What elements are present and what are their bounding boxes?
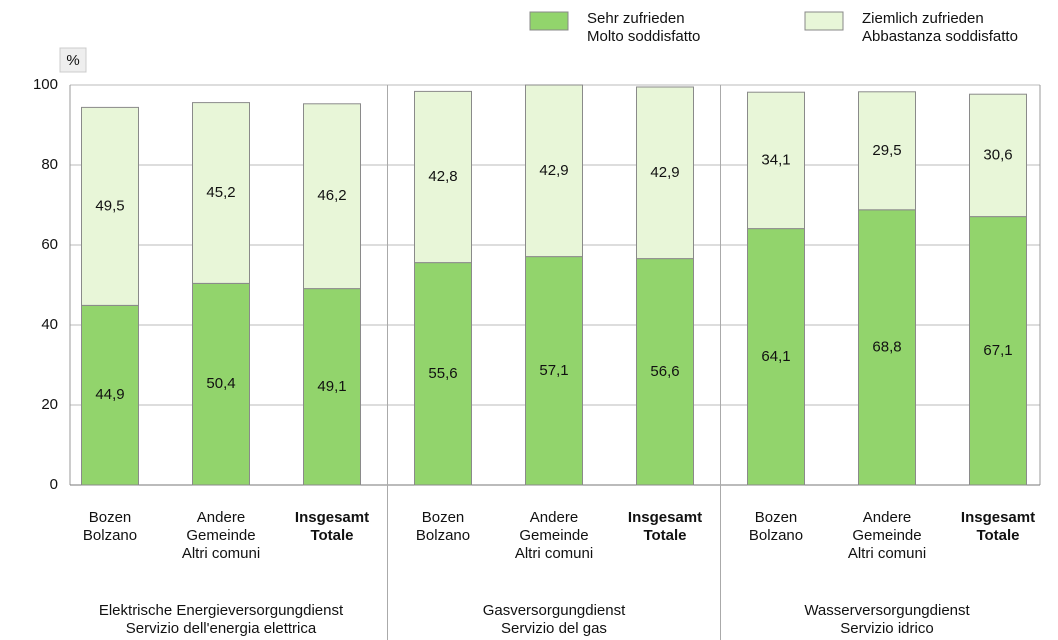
value-label: 30,6 — [983, 146, 1012, 163]
value-label: 46,2 — [317, 187, 346, 204]
x-tick-label: Insgesamt Totale — [294, 509, 370, 544]
bar-segment — [858, 91, 916, 211]
bar-segment — [303, 288, 361, 486]
bar-segment — [747, 91, 805, 230]
bar-segment — [192, 102, 250, 284]
bar-segment — [636, 258, 694, 486]
y-tick-label: 40 — [41, 316, 58, 333]
bar-segment — [525, 256, 583, 486]
legend-label: Ziemlich zufrieden Abbastanza soddisfatt… — [862, 10, 1018, 45]
bar-segment — [414, 90, 472, 264]
value-label: 42,9 — [539, 162, 568, 179]
x-tick-label: Insgesamt Totale — [627, 509, 703, 544]
x-tick-label: Bozen Bolzano — [415, 509, 471, 544]
value-label: 49,5 — [95, 197, 124, 214]
value-label: 55,6 — [428, 365, 457, 382]
value-label: 45,2 — [206, 184, 235, 201]
value-label: 42,8 — [428, 168, 457, 185]
group-label: Wasserversorgungdienst Servizio idrico — [804, 602, 970, 637]
bar-segment — [192, 282, 250, 486]
value-label: 29,5 — [872, 142, 901, 159]
y-tick-label: 60 — [41, 236, 58, 253]
bar-segment — [81, 106, 139, 306]
y-tick-label: 0 — [50, 476, 58, 493]
group-label: Elektrische Energieversorgungdienst Serv… — [98, 602, 344, 637]
bar-segment — [747, 228, 805, 486]
value-label: 44,9 — [95, 386, 124, 403]
y-label-box — [59, 47, 87, 73]
x-tick-label: Andere Gemeinde Altri comuni — [514, 509, 594, 562]
bar-segment — [414, 262, 472, 486]
value-label: 42,9 — [650, 164, 679, 181]
y-tick-label: 80 — [41, 156, 58, 173]
x-tick-label: Andere Gemeinde Altri comuni — [847, 509, 927, 562]
bar-segment — [858, 209, 916, 486]
bar-segment — [303, 103, 361, 290]
value-label: 68,8 — [872, 338, 901, 355]
value-label: 50,4 — [206, 375, 235, 392]
bar-segment — [81, 304, 139, 486]
legend-label: Sehr zufrieden Molto soddisfatto — [587, 10, 701, 45]
value-label: 67,1 — [983, 342, 1012, 359]
value-label: 49,1 — [317, 378, 346, 395]
x-tick-label: Bozen Bolzano — [82, 509, 138, 544]
y-tick-label: 100 — [33, 76, 58, 93]
x-tick-label: Bozen Bolzano — [748, 509, 804, 544]
bar-segment — [969, 216, 1027, 486]
value-label: 64,1 — [761, 348, 790, 365]
bar-segment — [969, 93, 1027, 218]
group-label: Gasversorgungdienst Servizio del gas — [482, 602, 626, 637]
y-label: % — [66, 52, 79, 69]
y-tick-label: 20 — [41, 396, 58, 413]
bar-segment — [636, 86, 694, 260]
value-label: 57,1 — [539, 362, 568, 379]
x-tick-label: Andere Gemeinde Altri comuni — [181, 509, 261, 562]
value-label: 34,1 — [761, 151, 790, 168]
legend-swatch — [529, 11, 569, 31]
value-label: 56,6 — [650, 363, 679, 380]
legend-swatch — [804, 11, 844, 31]
bar-segment — [525, 84, 583, 258]
x-tick-label: Insgesamt Totale — [960, 509, 1036, 544]
